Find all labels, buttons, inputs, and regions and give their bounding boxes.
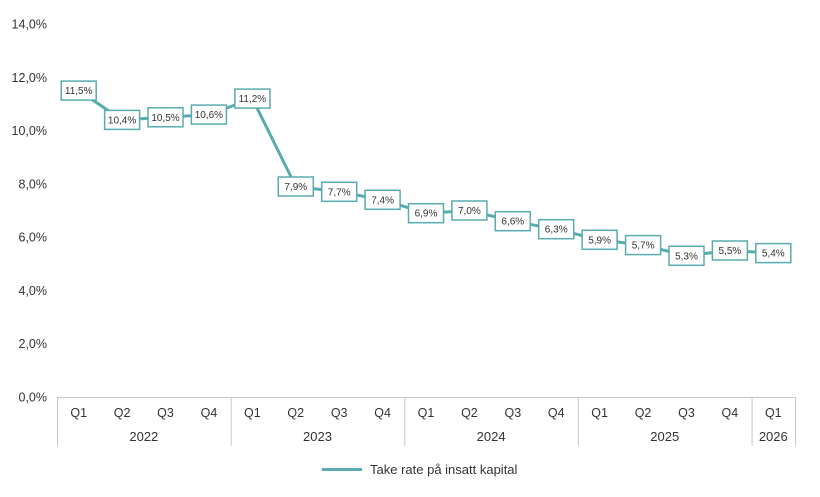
x-group-label: 2025 [650,429,679,444]
data-label: 5,7% [632,241,655,252]
data-label: 5,9% [588,235,611,246]
x-tick-label: Q1 [765,406,782,420]
data-label: 10,6% [195,110,223,121]
x-group-label: 2023 [303,429,332,444]
data-label-box [277,176,315,197]
series-layer: 11,5% 10,4% 10,5% 10,6% 11,2% 7,9% 7,7% 7,4% 6,9… [60,80,792,267]
x-tick-label: Q3 [504,406,521,420]
data-label: 11,2% [239,94,267,105]
data-point: 5,7% [624,234,662,256]
data-point: 7,7% [320,181,358,203]
data-label-box [494,210,532,232]
legend-label: Take rate på insatt kapital [370,461,518,477]
data-point: 6,6% [494,210,532,232]
y-tick-label: 2,0% [19,337,48,351]
x-tick-label: Q3 [678,406,695,420]
data-label-box [624,234,662,256]
x-tick-label: Q1 [418,406,435,420]
data-label-box [755,242,792,264]
data-label-box [190,104,228,125]
y-tick-label: 4,0% [19,284,48,298]
y-axis: 0,0% 2,0% 4,0% 6,0% 8,0% 10,0% 12,0% 14,0% [12,18,47,405]
data-point: 11,5% [60,80,97,101]
data-label-box [147,107,184,128]
data-point: 6,9% [407,202,445,224]
data-label: 5,4% [762,249,785,260]
x-group-label: 2024 [477,429,506,444]
x-tick-label: Q1 [244,406,261,420]
data-point: 5,3% [668,245,705,267]
data-label: 7,9% [284,182,307,193]
data-label-box [711,240,749,261]
y-tick-label: 10,0% [12,124,47,138]
data-label-box [581,229,618,251]
data-label-box [537,218,575,240]
data-label: 11,5% [65,86,93,97]
data-point: 10,6% [190,104,228,125]
x-group-label: 2026 [759,429,788,444]
data-label-box [668,245,705,267]
x-tick-label: Q4 [201,406,218,420]
y-tick-label: 8,0% [19,177,48,191]
y-tick-label: 6,0% [19,231,48,245]
data-point: 6,3% [537,218,575,240]
data-point: 5,9% [581,229,618,251]
y-tick-label: 0,0% [19,391,48,405]
data-point: 5,5% [711,240,749,261]
data-point: 11,2% [234,88,271,109]
data-label: 10,4% [108,115,136,126]
data-label-box [60,80,97,101]
x-tick-label: Q4 [722,406,739,420]
data-label-box [320,181,358,203]
x-tick-label: Q4 [548,406,565,420]
x-tick-label: Q2 [635,406,652,420]
data-label-box [364,189,401,211]
data-label: 6,9% [415,209,438,220]
x-tick-label: Q2 [461,406,478,420]
data-label-box [234,88,271,109]
data-label: 6,6% [501,217,524,228]
data-point: 7,0% [451,200,488,221]
x-tick-label: Q2 [114,406,131,420]
data-label: 7,7% [328,187,351,198]
data-label-box [103,109,141,131]
x-axis: Q1 Q2 Q3 Q4 Q1 Q2 Q3 Q4 Q1 Q2 Q3 Q4 Q1 Q2 Q3 Q4 Q1 2022 20… [57,397,796,446]
data-label: 5,5% [719,246,742,257]
x-tick-label: Q3 [157,406,174,420]
data-label: 6,3% [545,225,568,236]
data-label: 5,3% [675,251,698,262]
x-tick-label: Q1 [70,406,87,420]
legend: Take rate på insatt kapital [322,460,517,478]
y-tick-label: 12,0% [12,71,47,85]
data-point: 7,4% [364,189,401,211]
y-tick-label: 14,0% [12,18,47,32]
data-point: 10,5% [147,107,184,128]
x-tick-label: Q4 [374,406,391,420]
x-tick-label: Q3 [331,406,348,420]
data-label: 10,5% [151,113,179,124]
data-label: 7,4% [371,195,394,206]
legend-swatch [322,467,362,471]
data-label: 7,0% [458,206,481,217]
x-group-label: 2022 [129,429,158,444]
x-tick-label: Q1 [591,406,608,420]
data-point: 5,4% [755,242,792,264]
x-tick-label: Q2 [287,406,304,420]
data-point: 7,9% [277,176,315,197]
data-point: 10,4% [103,109,141,131]
data-label-box [451,200,488,221]
data-label-box [407,202,445,224]
